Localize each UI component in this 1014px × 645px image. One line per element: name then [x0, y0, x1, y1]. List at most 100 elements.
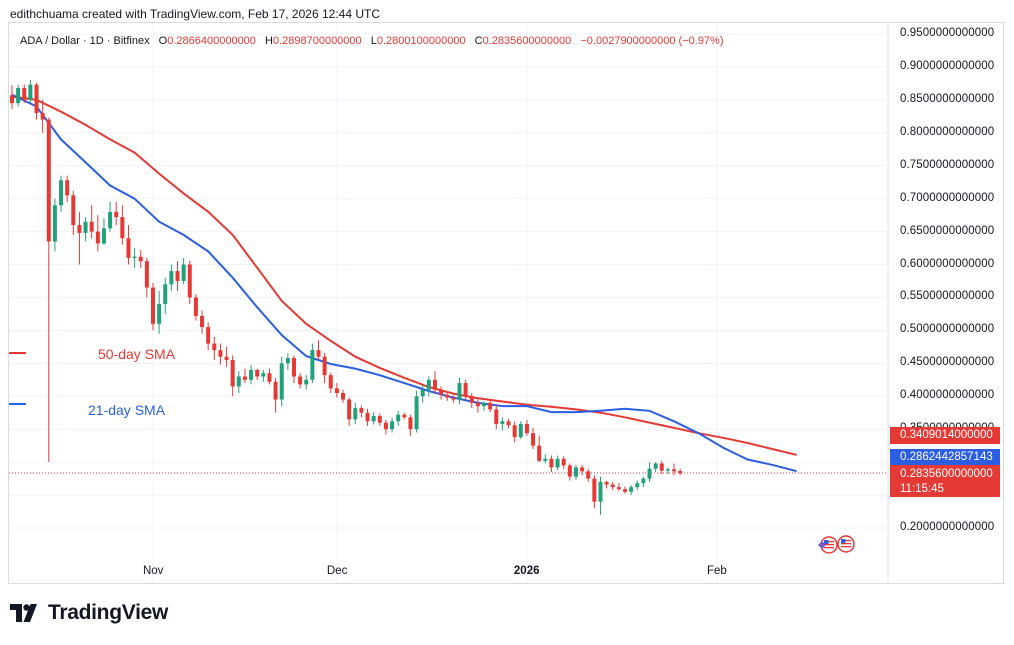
- candle-body: [604, 481, 609, 485]
- candle-body: [341, 392, 346, 400]
- sma50-price-badge: 0.3409014000000: [890, 427, 1000, 444]
- candle-body: [28, 84, 33, 100]
- candle-body: [328, 375, 333, 389]
- candle-body: [16, 88, 21, 104]
- candle-body: [549, 458, 554, 468]
- candle-body: [144, 261, 149, 288]
- candle-body: [359, 408, 364, 413]
- candle-body: [506, 421, 511, 426]
- candle-body: [187, 264, 192, 298]
- candle-body: [138, 256, 143, 262]
- candle-body: [524, 423, 529, 434]
- candle-body: [678, 470, 683, 473]
- candle-body: [561, 458, 566, 466]
- candle-body: [193, 297, 198, 316]
- candle-body: [475, 402, 480, 407]
- candle-body: [310, 350, 315, 380]
- candle-body: [592, 478, 597, 502]
- candle-body: [218, 350, 223, 357]
- candle-body: [206, 327, 211, 344]
- event-diamond-icon: [818, 541, 826, 549]
- flag-stripe: [824, 541, 834, 543]
- price-tick-label: 0.6000000000000: [900, 257, 995, 270]
- candle-body: [52, 205, 57, 242]
- candle-body: [580, 467, 585, 472]
- last-price-badge: 0.2835600000000 11:15:45: [890, 465, 1000, 497]
- change-value: −0.0027900000000 (−0.97%): [580, 35, 724, 47]
- low-value: 0.2800100000000: [376, 35, 466, 47]
- candle-body: [672, 469, 677, 472]
- price-tick-label: 0.5000000000000: [900, 323, 995, 336]
- candle-body: [567, 465, 572, 477]
- candle-body: [518, 423, 523, 438]
- candle-body: [163, 284, 168, 305]
- flag-canton: [824, 540, 829, 544]
- candle-body: [65, 180, 70, 196]
- candle-body: [157, 304, 162, 324]
- price-tick-label: 0.4000000000000: [900, 389, 995, 402]
- high-label: H: [265, 35, 273, 47]
- flag-stripe: [841, 543, 851, 545]
- candle-body: [408, 417, 413, 430]
- candle-body: [230, 360, 235, 387]
- tradingview-logo[interactable]: TradingView: [10, 601, 168, 625]
- flag-stripe: [841, 540, 851, 542]
- candle-body: [126, 238, 131, 258]
- candle-body: [396, 414, 401, 422]
- candle-body: [494, 409, 499, 424]
- candle-body: [629, 487, 634, 492]
- candle-body: [439, 389, 444, 395]
- candle-body: [46, 119, 51, 242]
- price-tick-label: 0.6500000000000: [900, 224, 995, 237]
- candle-body: [512, 425, 517, 438]
- time-tick-label: Nov: [142, 565, 164, 577]
- candle-body: [537, 445, 542, 461]
- candle-body: [426, 379, 431, 390]
- candle-body: [114, 211, 119, 218]
- chart-caption: edithchuama created with TradingView.com…: [10, 7, 380, 21]
- candle-body: [108, 211, 113, 229]
- close-label: C: [474, 35, 483, 47]
- brand-name: TradingView: [48, 601, 169, 624]
- candle-body: [169, 271, 174, 285]
- sma21-price-badge: 0.2862442857143: [890, 449, 1000, 466]
- chart-frame[interactable]: [8, 22, 1004, 584]
- candle-body: [647, 468, 652, 479]
- candle-body: [120, 217, 125, 239]
- economic-events-icon[interactable]: [818, 535, 855, 554]
- candle-body: [95, 231, 100, 244]
- candle-body: [573, 467, 578, 477]
- candle-body: [77, 225, 82, 233]
- candle-body: [255, 369, 260, 377]
- candle-body: [500, 421, 505, 424]
- price-tick-label: 0.2000000000000: [900, 521, 995, 533]
- price-tick-label: 0.4500000000000: [900, 356, 995, 369]
- candle-body: [175, 271, 180, 281]
- candle-body: [132, 256, 137, 258]
- candle-body: [531, 433, 536, 446]
- candle-body: [383, 422, 388, 430]
- candle-body: [261, 373, 266, 377]
- tradingview-logo-icon: [10, 604, 37, 622]
- candle-body: [236, 376, 241, 387]
- price-tick-label: 0.9000000000000: [900, 59, 995, 72]
- candle-body: [83, 221, 88, 233]
- low-label: L: [370, 35, 377, 47]
- last-price-value: 0.2835600000000: [900, 468, 993, 480]
- candle-body: [40, 113, 45, 120]
- flag-stripe: [824, 544, 834, 546]
- price-tick-label: 0.7000000000000: [900, 191, 995, 204]
- sma50-line: [11, 95, 797, 456]
- candle-body: [353, 408, 358, 420]
- candle-body: [242, 376, 247, 380]
- candle-body: [635, 483, 640, 488]
- candle-body: [279, 363, 284, 400]
- candle-body: [316, 350, 321, 357]
- candle-body: [665, 469, 670, 471]
- sma50-label: 50-day SMA: [98, 346, 176, 362]
- candle-body: [445, 394, 450, 398]
- price-tick-label: 0.8500000000000: [900, 92, 995, 105]
- sma21-line: [11, 93, 797, 473]
- candle-body: [420, 389, 425, 397]
